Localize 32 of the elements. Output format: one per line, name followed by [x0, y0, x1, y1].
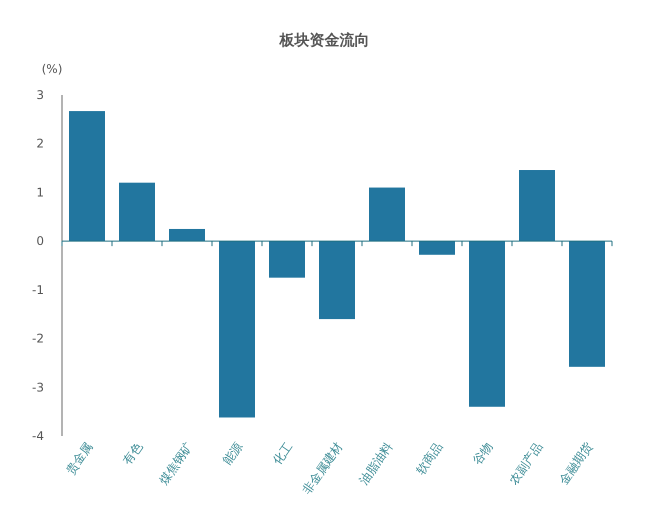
x-tick-label: 油脂油料: [356, 440, 396, 488]
bar: [569, 241, 605, 367]
y-tick-label: 0: [36, 234, 44, 248]
y-tick-label: 2: [36, 136, 44, 151]
x-tick-label: 能源: [220, 440, 246, 468]
x-tick-label: 软商品: [413, 440, 446, 478]
x-tick-label: 贵金属: [63, 440, 96, 478]
bar: [269, 241, 305, 278]
y-tick-label: -4: [32, 429, 44, 443]
x-tick-label: 非金属建材: [300, 440, 346, 497]
bar: [69, 111, 105, 242]
x-tick-label: 有色: [120, 440, 146, 468]
bar: [519, 170, 555, 242]
x-tick-label: 谷物: [470, 440, 496, 468]
y-tick-label: -3: [32, 380, 44, 394]
y-tick-label: -1: [32, 282, 44, 297]
bar: [469, 241, 505, 407]
y-axis-title: (%): [42, 62, 62, 76]
y-tick-label: 1: [36, 185, 44, 200]
x-tick-label: 金融期货: [556, 440, 596, 488]
y-tick-label: 3: [36, 88, 44, 102]
bar: [119, 182, 155, 242]
x-tick-label: 煤焦钢矿: [156, 440, 196, 488]
bar: [169, 228, 205, 242]
chart-title: 板块资金流向: [278, 31, 370, 49]
bar: [319, 241, 355, 320]
y-tick-label: -2: [32, 332, 44, 346]
bar: [419, 241, 455, 255]
bar: [369, 188, 405, 242]
x-tick-label: 农副产品: [506, 440, 546, 488]
bar: [219, 241, 255, 418]
x-tick-label: 化工: [270, 440, 296, 468]
